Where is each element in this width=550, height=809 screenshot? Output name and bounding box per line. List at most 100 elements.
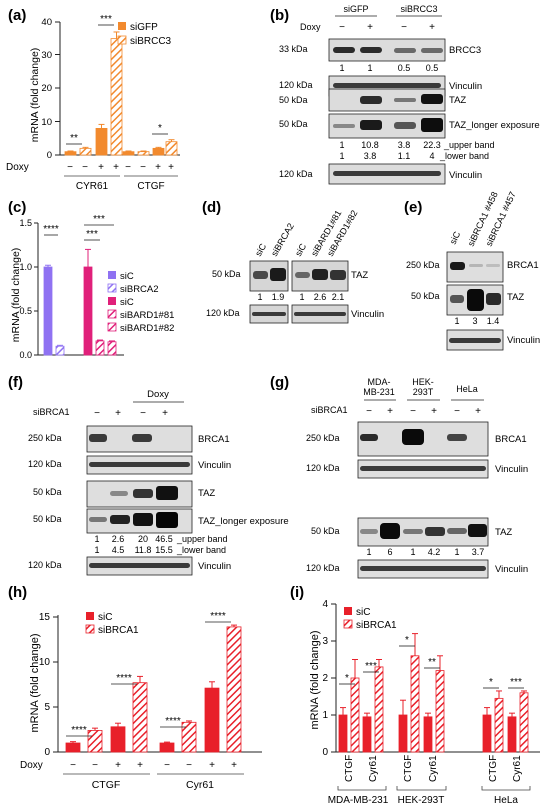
svg-text:_upper band: _upper band: [176, 534, 228, 544]
kda-label: 120 kDa: [306, 563, 340, 573]
svg-text:+: +: [113, 162, 119, 173]
svg-text:−: −: [410, 406, 416, 417]
cell-line-label: HEK-: [412, 377, 434, 387]
svg-text:Cyr61: Cyr61: [368, 755, 379, 782]
group-label: Cyr61: [186, 779, 214, 791]
svg-text:1: 1: [339, 63, 344, 73]
condition-label: siBRCC3: [400, 4, 437, 14]
chart-bar: [132, 682, 148, 753]
kda-label: 50 kDa: [411, 291, 440, 301]
svg-text:−: −: [140, 162, 146, 173]
svg-text:****: ****: [71, 725, 87, 736]
protein-label: BRCA1: [495, 434, 527, 445]
protein-label: TAZ: [495, 527, 512, 538]
svg-text:+: +: [98, 162, 104, 173]
blot-band: [468, 524, 487, 537]
svg-text:+: +: [155, 162, 161, 173]
panel-c: (c) mRNA (fold change) 0.0 0.5 1.0 1.5 *…: [8, 199, 174, 360]
y-axis: 0 10 20 30 40: [41, 17, 61, 161]
svg-text:Cyr61: Cyr61: [428, 755, 439, 782]
svg-text:0: 0: [322, 747, 328, 758]
svg-text:****: ****: [165, 716, 181, 727]
protein-label: TAZ: [198, 488, 215, 499]
svg-text:siC: siC: [356, 607, 370, 618]
svg-text:1.5: 1.5: [19, 218, 32, 228]
y-tick-label: 30: [41, 50, 52, 61]
svg-text:siC: siC: [293, 241, 308, 258]
protein-label: Vinculin: [198, 561, 231, 572]
protein-label: Vinculin: [495, 564, 528, 575]
panel-label: (c): [8, 199, 26, 216]
protein-label: BRCC3: [449, 45, 481, 56]
protein-label: TAZ: [449, 95, 466, 106]
svg-text:4: 4: [322, 599, 328, 610]
cell-line-label: HeLa: [494, 795, 518, 806]
y-tick-label: 20: [41, 83, 52, 94]
chart-bar: [137, 151, 150, 156]
chart-bar: [55, 345, 65, 356]
legend: siGFP siBRCC3: [117, 22, 172, 47]
svg-text:1: 1: [339, 140, 344, 150]
blot-band: [132, 434, 152, 442]
blot-band: [421, 94, 443, 104]
svg-text:−: −: [82, 162, 88, 173]
significance-markers: * *** * ** * ***: [339, 635, 524, 689]
svg-text:1: 1: [94, 534, 99, 544]
kda-label: 50 kDa: [33, 514, 62, 524]
chart-bar: [494, 697, 504, 753]
chart-bar: [374, 666, 384, 753]
kda-label: 50 kDa: [279, 95, 308, 105]
y-axis-label: mRNA (fold change): [309, 630, 321, 729]
legend-swatch-siBRCC3: [117, 35, 127, 45]
svg-text:2.1: 2.1: [332, 292, 345, 302]
panel-h: (h) mRNA (fold change) 0 5 10 15 siC siB…: [8, 584, 262, 791]
svg-text:+: +: [431, 406, 437, 417]
svg-text:**: **: [428, 657, 436, 668]
chart-bar: [165, 141, 178, 156]
svg-text:CTGF: CTGF: [403, 755, 414, 782]
panel-g: (g) MDA- MB-231 HEK- 293T HeLa siBRCA1 −…: [270, 374, 528, 579]
chart-bar: [362, 716, 372, 753]
chart-bar: [410, 655, 420, 753]
row-label: siBRCA1: [311, 405, 348, 415]
chart-bar: [95, 127, 108, 156]
doxy-label: Doxy: [300, 22, 321, 32]
kda-label: 50 kDa: [33, 487, 62, 497]
protein-label: Vinculin: [449, 81, 482, 92]
chart-bars: [65, 624, 242, 753]
protein-label: TAZ: [507, 292, 524, 303]
svg-text:−: −: [454, 406, 460, 417]
protein-label: Vinculin: [198, 460, 231, 471]
svg-text:0.5: 0.5: [19, 306, 32, 316]
svg-text:siBRCA1: siBRCA1: [356, 620, 397, 631]
chart-bar: [95, 340, 105, 356]
svg-text:siBRCA2: siBRCA2: [269, 221, 296, 258]
blot-band: [380, 523, 400, 539]
svg-text:3: 3: [472, 316, 477, 326]
svg-text:1: 1: [257, 292, 262, 302]
svg-text:5: 5: [44, 702, 50, 713]
significance-label: **: [70, 133, 78, 144]
svg-text:****: ****: [210, 611, 226, 622]
chart-bar: [204, 687, 220, 753]
group-label: CYR61: [76, 181, 109, 192]
doxy-label: Doxy: [20, 760, 43, 771]
quantification: 1 1.9 1 2.6 2.1: [257, 292, 344, 302]
chart-bar: [43, 266, 53, 356]
svg-text:****: ****: [43, 224, 59, 235]
svg-text:−: −: [140, 408, 146, 419]
chart-bar: [110, 726, 126, 753]
chart-bar: [482, 714, 492, 753]
panel-e: (e) siC siBRCA1 #458 siBRCA1 #457 250 kD…: [404, 190, 540, 351]
panel-label: (f): [8, 374, 23, 391]
protein-label: TAZ_longer exposure: [198, 516, 289, 527]
protein-label: Vinculin: [351, 309, 384, 320]
svg-text:+: +: [475, 406, 481, 417]
y-axis: 0 5 10 15: [39, 612, 59, 758]
blot-band: [360, 47, 382, 53]
blot-band: [447, 528, 467, 534]
significance-markers: ** *** *: [66, 14, 168, 145]
blot-band: [425, 527, 445, 536]
protein-label: Vinculin: [449, 170, 482, 181]
y-axis-label: mRNA (fold change): [29, 48, 41, 143]
